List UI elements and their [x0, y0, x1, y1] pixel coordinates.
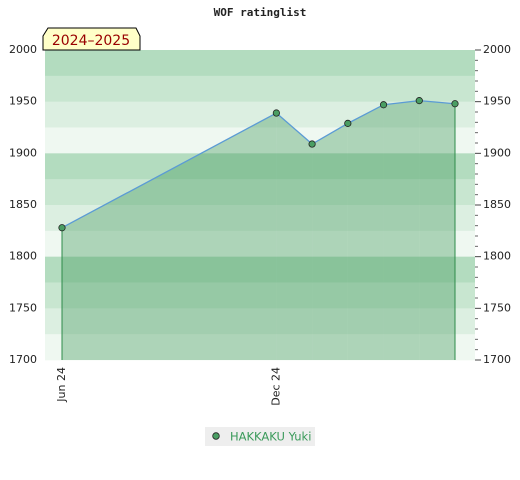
y-tick-label: 2000 [9, 43, 37, 56]
y-tick-label: 1900 [9, 146, 37, 159]
x-tick-label: Dec 24 [269, 367, 282, 406]
line-segment [383, 99, 420, 106]
band [45, 308, 475, 335]
point [415, 97, 423, 105]
band [45, 334, 475, 361]
band [45, 50, 475, 77]
y2-tick-label: 2000 [483, 43, 511, 56]
line-segment [347, 104, 384, 124]
y-tick-label: 1850 [9, 198, 37, 211]
y2-tick-label: 1950 [483, 95, 511, 108]
y2-tick-label: 1750 [483, 301, 511, 314]
y2-tick-label: 1800 [483, 250, 511, 263]
legend-marker [212, 432, 220, 440]
band [45, 256, 475, 283]
point [58, 224, 66, 232]
legend-label[interactable]: HAKKAKU Yuki [230, 430, 311, 444]
band [45, 179, 475, 206]
band [45, 101, 475, 128]
badge: 2024–2025 [52, 33, 130, 49]
area [312, 123, 348, 360]
y-tick-label: 1950 [9, 95, 37, 108]
point [379, 101, 388, 109]
line-segment [419, 99, 456, 105]
plot [58, 97, 459, 361]
background-bands [45, 50, 475, 361]
y2-tick-label: 1850 [483, 198, 511, 211]
point [272, 109, 280, 117]
line-segment [311, 122, 349, 145]
area [383, 100, 420, 360]
band [45, 282, 475, 309]
point [451, 100, 459, 108]
area [347, 104, 384, 361]
point [344, 119, 352, 127]
area [276, 113, 313, 361]
y-tick-label: 1700 [9, 353, 37, 366]
x-tick-label: Jun 24 [55, 367, 68, 403]
band [45, 205, 475, 232]
y2-tick-label: 1700 [483, 353, 511, 366]
point [308, 140, 316, 148]
band [45, 230, 475, 257]
line-segment [61, 112, 277, 229]
band [45, 153, 475, 180]
line-segment [275, 112, 313, 145]
y-tick-label: 1750 [9, 301, 37, 314]
legend-box [205, 427, 315, 446]
band [45, 127, 475, 154]
y-tick-label: 1800 [9, 250, 37, 263]
area [62, 113, 277, 361]
area [419, 100, 455, 360]
chart-title: WOF ratinglist [214, 6, 307, 19]
badge-box [42, 27, 141, 51]
y2-tick-label: 1900 [483, 146, 511, 159]
band [45, 75, 475, 102]
